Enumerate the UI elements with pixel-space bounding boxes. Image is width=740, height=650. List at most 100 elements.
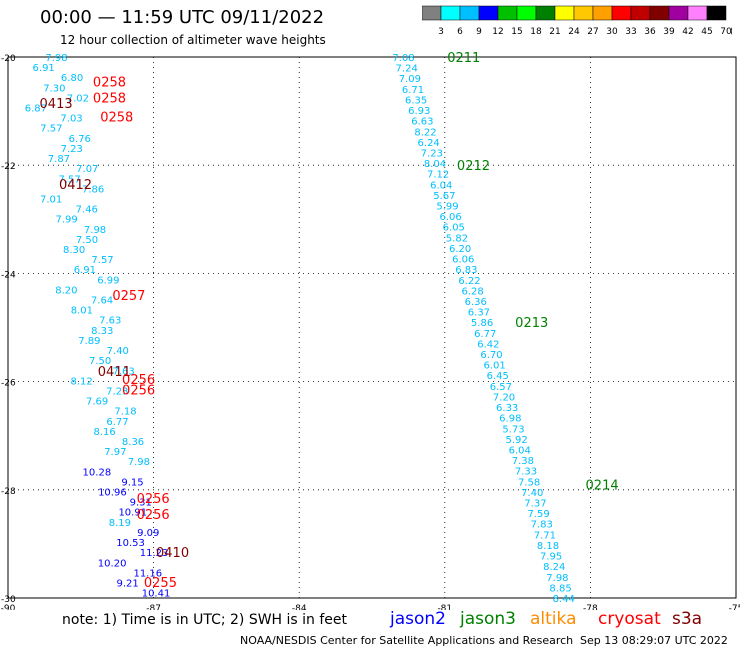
swh-value: 6.83 [455,265,477,276]
y-tick-label: -30 [1,595,16,605]
swh-value: 7.95 [540,552,562,563]
swh-value: 7.20 [493,392,515,403]
swh-value: 9.31 [130,498,152,509]
legend-jason2: jason2 [390,609,446,629]
swh-value: 7.98 [546,573,568,584]
swh-value: 6.24 [418,138,440,149]
pass-label: 0411 [98,365,131,380]
pass-label: 0211 [447,51,480,66]
x-tick-label: -84 [292,604,307,610]
swh-value: 6.36 [465,297,487,308]
swh-value: 8.12 [70,376,92,387]
swh-value: 6.22 [458,276,480,287]
swh-value: 6.98 [499,414,521,425]
swh-value: 7.23 [421,148,443,159]
colorbar-tick: (ft) [730,27,732,37]
swh-value: 7.50 [76,235,98,246]
swh-value: 10.53 [116,538,145,549]
footnote: note: 1) Time is in UTC; 2) SWH is in fe… [62,612,348,628]
swh-value: 7.98 [84,225,106,236]
pass-label: 0213 [515,316,548,331]
pass-label: 0258 [100,111,133,126]
swh-value: 7.37 [524,499,546,510]
swh-value: 7.57 [91,255,113,266]
swh-value: 6.05 [443,223,465,234]
swh-value: 7.08 [392,53,414,64]
swh-value: 7.40 [521,488,543,499]
pass-label: 0256 [122,373,155,388]
swh-value: 7.30 [43,83,65,94]
swh-value: 9.15 [121,477,143,488]
swh-value: 6.99 [97,275,119,286]
swh-value: 6.77 [474,329,496,340]
swh-value: 9.09 [137,528,159,539]
swh-value: 6.20 [449,244,471,255]
colorbar-tick: 6 [457,27,463,37]
swh-value: 7.97 [104,447,126,458]
plot-frame [7,56,737,599]
swh-value: 5.99 [436,202,458,213]
timestamp: Sep 13 08:29:07 UTC 2022 [580,634,728,647]
swh-value: 6.76 [69,134,91,145]
x-tick-label: -87 [146,604,161,610]
swh-value: 11.23 [140,548,169,559]
swh-value: 7.03 [60,114,82,125]
colorbar-tick: 39 [663,27,675,37]
swh-value: 7.57 [40,124,62,135]
swh-value: 8.33 [91,326,113,337]
swh-value: 6.33 [496,403,518,414]
swh-value: 8.19 [109,518,131,529]
pass-label: 0256 [137,508,170,523]
swh-value: 7.12 [427,170,449,181]
swh-value: 7.98 [45,53,67,64]
pass-label: 0256 [137,492,170,507]
swh-value: 7.87 [48,154,70,165]
legend-s3a: s3a [672,609,703,629]
x-tick-label: -78 [583,604,598,610]
swh-value: 7.40 [107,346,129,357]
swh-value: 6.37 [468,308,490,319]
swh-value: 8.18 [537,541,559,552]
colorbar-tick: 15 [511,27,522,37]
swh-value: 7.89 [78,336,100,347]
swh-value: 6.35 [405,95,427,106]
swh-value: 7.07 [76,164,98,175]
colorbar-tick: 70 [720,27,732,37]
chart-subtitle: 12 hour collection of altimeter wave hei… [60,33,326,47]
y-tick-label: -28 [1,487,16,497]
swh-value: 6.28 [462,286,484,297]
swh-value: 6.91 [74,265,96,276]
colorbar-tick: 9 [476,27,482,37]
colorbar-tick: 33 [625,27,636,37]
colorbar-tick: 24 [568,27,580,37]
pass-label: 0212 [457,159,490,174]
pass-label: 0256 [122,384,155,399]
colorbar-tick: 30 [606,27,618,37]
swh-value: 6.77 [106,417,128,428]
swh-value: 7.71 [534,530,556,541]
swh-value: 6.93 [408,106,430,117]
swh-value: 6.06 [452,255,474,266]
swh-value: 6.06 [440,212,462,223]
swh-value: 5.67 [433,191,455,202]
swh-value: 6.57 [490,382,512,393]
swh-value: 6.63 [411,117,433,128]
swh-value: 7.23 [106,386,128,397]
swh-value: 7.63 [112,366,134,377]
swh-value: 7.58 [518,477,540,488]
swh-value: 9.21 [117,578,139,589]
swh-value: 7.24 [396,64,418,75]
legend-jason3: jason3 [460,609,516,629]
swh-value: 10.96 [98,488,127,499]
swh-value: 10.20 [98,558,127,569]
swh-value: 10.28 [83,467,112,478]
chart-title: 00:00 — 11:59 UTC 09/11/2022 [40,7,325,28]
swh-value: 7.23 [61,144,83,155]
swh-value: 6.01 [483,361,505,372]
swh-value: 5.92 [505,435,527,446]
swh-value: 7.57 [58,174,80,185]
pass-label: 0413 [40,97,73,112]
colorbar-tick: 27 [587,27,598,37]
swh-value: 6.45 [487,371,509,382]
